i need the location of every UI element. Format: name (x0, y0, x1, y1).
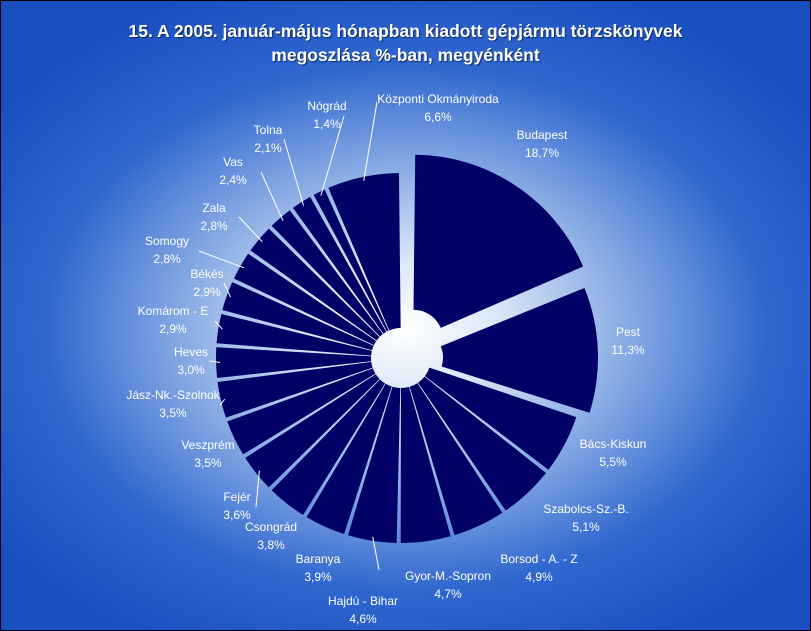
slice-name-label: Budapest (517, 128, 568, 142)
slice-value-label: 2,9% (193, 285, 221, 299)
slice-name-label: Pest (616, 325, 641, 339)
pie-slice (216, 313, 372, 356)
slice-name-label: Fejér (223, 490, 250, 504)
slice-value-label: 4,6% (349, 612, 377, 626)
leader-line (283, 138, 305, 206)
slice-name-label: Tolna (254, 123, 283, 137)
slice-name-label: Baranya (296, 552, 341, 566)
pie-slice (217, 361, 373, 418)
pie-slice (306, 383, 392, 535)
pie-slice (409, 383, 503, 536)
leader-line (214, 320, 223, 330)
slice-name-label: Borsod - A. - Z (500, 552, 577, 566)
pie-slice (413, 154, 584, 328)
slice-value-label: 18,7% (525, 146, 559, 160)
pie-slice (227, 368, 376, 455)
leader-line (363, 101, 378, 181)
pie-slice (440, 288, 598, 413)
slice-name-label: Nógrád (307, 99, 346, 113)
pie-slice (292, 196, 387, 334)
pie-slice (417, 376, 546, 511)
slice-value-label: 6,6% (424, 110, 452, 124)
pie-slice (271, 210, 383, 337)
slice-name-label: Csongrád (245, 520, 297, 534)
pie-slices (216, 154, 598, 543)
pie-slice (347, 386, 401, 543)
chart-title: 15. A 2005. január-május hónapban kiadot… (1, 19, 810, 67)
leader-line (255, 470, 260, 508)
slice-value-label: 2,9% (159, 322, 187, 336)
slice-value-label: 2,8% (153, 252, 181, 266)
slice-value-label: 3,6% (223, 508, 251, 522)
leader-line (219, 398, 226, 406)
slice-value-label: 1,4% (313, 117, 341, 131)
pie-slice (271, 379, 386, 515)
slice-name-label: Heves (174, 345, 208, 359)
slice-name-label: Komárom - E (138, 304, 209, 318)
slice-name-label: Hajdú - Bihar (328, 594, 398, 608)
slice-name-label: Vas (223, 155, 243, 169)
pie-slice (222, 282, 374, 351)
slice-name-label: Jász-Nk.-Szolnok (126, 388, 220, 402)
leader-line (372, 536, 380, 571)
slice-value-label: 4,9% (525, 570, 553, 584)
slice-name-label: Bács-Kiskun (580, 437, 647, 451)
pie-slice (424, 367, 577, 470)
slice-value-label: 3,0% (177, 363, 205, 377)
slice-value-label: 4,7% (434, 587, 462, 601)
slice-value-label: 2,1% (254, 141, 282, 155)
slice-value-label: 3,9% (304, 570, 332, 584)
leader-line (320, 115, 345, 196)
slice-value-label: 5,1% (572, 520, 600, 534)
slice-name-label: Szabolcs-Sz.-B. (543, 502, 628, 516)
slice-name-label: Veszprém (181, 438, 234, 452)
slice-value-label: 2,4% (219, 173, 247, 187)
pie-slice (250, 228, 380, 341)
slice-name-label: Békés (190, 267, 223, 281)
slice-name-label: Központi Okmányiroda (377, 92, 499, 106)
chart-title-line-1: 15. A 2005. január-május hónapban kiadot… (128, 21, 683, 41)
leader-line (260, 171, 284, 221)
slice-value-label: 3,5% (194, 456, 222, 470)
slice-value-label: 3,8% (257, 538, 285, 552)
pie-slice (245, 374, 380, 488)
slice-value-label: 5,5% (599, 455, 627, 469)
pie-slice (313, 189, 389, 332)
leader-line (209, 360, 221, 364)
leader-line (238, 216, 263, 243)
leader-line (223, 282, 231, 298)
slice-name-label: Gyor-M.-Sopron (405, 569, 491, 583)
slice-value-label: 3,5% (159, 406, 187, 420)
pie-slice (400, 386, 451, 543)
leader-lines (198, 101, 380, 571)
pie-slice (233, 253, 377, 346)
chart-title-line-2: megoszlása %-ban, megyénként (271, 45, 540, 65)
pie-slice (216, 347, 372, 379)
pie-slice (328, 173, 401, 331)
slice-value-label: 11,3% (611, 343, 644, 357)
slice-value-label: 2,8% (200, 219, 228, 233)
slice-name-label: Zala (202, 201, 226, 215)
slice-labels: Budapest 18,7% Pest 11,3% Bács-Kiskun 5,5% Sza… (126, 92, 646, 626)
slice-name-label: Somogy (145, 234, 189, 248)
leader-line (198, 250, 245, 269)
